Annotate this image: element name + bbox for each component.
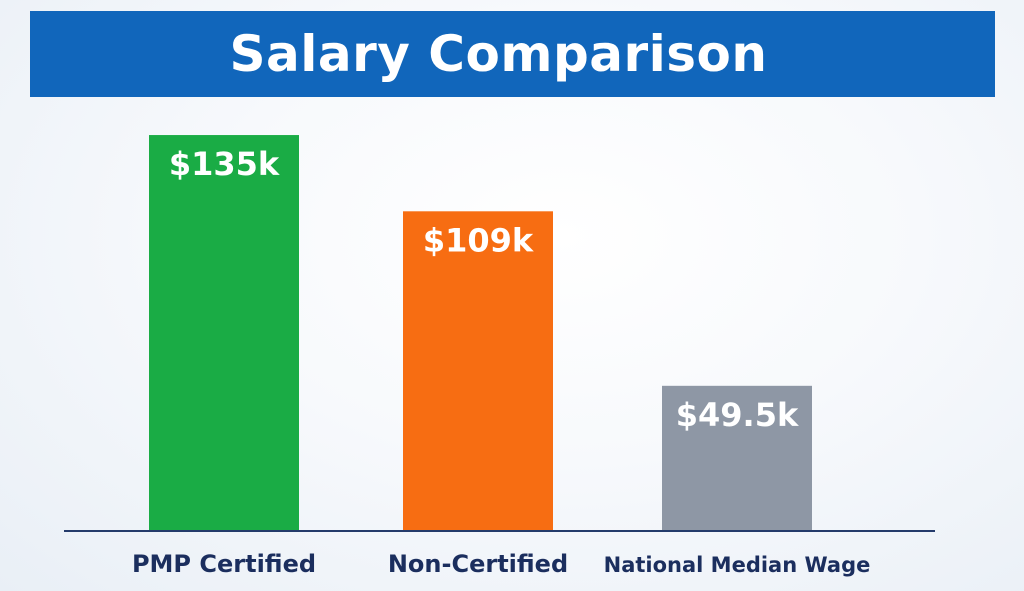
category-label: Non-Certified xyxy=(388,550,568,578)
category-label: PMP Certified xyxy=(132,550,316,578)
bars-layer xyxy=(149,135,812,532)
bar-pmp-certified xyxy=(149,135,299,532)
value-label: $49.5k xyxy=(676,396,799,434)
value-label: $135k xyxy=(169,145,280,183)
value-label: $109k xyxy=(423,221,534,259)
chart-title: Salary Comparison xyxy=(229,25,768,83)
category-label: National Median Wage xyxy=(604,553,871,577)
bar-non-certified xyxy=(403,211,553,532)
title-banner: Salary Comparison xyxy=(30,11,995,97)
bar-national-median-wage xyxy=(662,385,812,531)
labels-layer: $135k PMP Certified $109k Non-Certified $49.… xyxy=(132,145,870,578)
